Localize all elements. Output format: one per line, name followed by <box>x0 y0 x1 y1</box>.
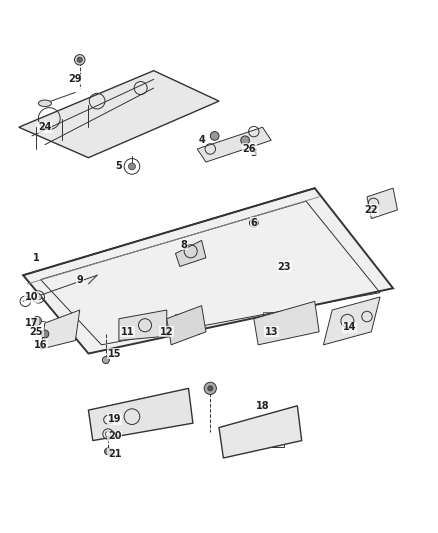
Text: 19: 19 <box>108 414 121 424</box>
Polygon shape <box>367 188 397 219</box>
Text: 11: 11 <box>121 327 134 337</box>
Circle shape <box>210 132 219 140</box>
Text: 17: 17 <box>25 318 39 328</box>
Text: 9: 9 <box>76 274 83 285</box>
Polygon shape <box>219 406 302 458</box>
Text: 20: 20 <box>108 431 121 441</box>
Polygon shape <box>23 188 393 353</box>
Circle shape <box>35 294 42 300</box>
Polygon shape <box>167 305 206 345</box>
Text: 13: 13 <box>265 327 278 337</box>
Circle shape <box>33 317 42 325</box>
Text: 16: 16 <box>34 340 47 350</box>
Text: 4: 4 <box>198 135 205 146</box>
Polygon shape <box>323 297 380 345</box>
Text: 1: 1 <box>33 253 39 263</box>
Circle shape <box>128 163 135 170</box>
Polygon shape <box>41 310 80 349</box>
Text: 6: 6 <box>251 218 257 228</box>
Text: 18: 18 <box>256 401 269 411</box>
Circle shape <box>204 382 216 394</box>
Circle shape <box>41 330 49 338</box>
Polygon shape <box>19 71 219 158</box>
Polygon shape <box>197 127 271 162</box>
Text: 29: 29 <box>69 75 82 84</box>
Text: 22: 22 <box>364 205 378 215</box>
Ellipse shape <box>39 100 51 107</box>
Circle shape <box>241 136 250 144</box>
Circle shape <box>105 448 112 455</box>
Polygon shape <box>254 301 319 345</box>
Circle shape <box>250 219 258 228</box>
Polygon shape <box>119 310 167 341</box>
Text: 15: 15 <box>108 349 121 359</box>
Polygon shape <box>176 240 206 266</box>
Text: 25: 25 <box>29 327 43 337</box>
Text: 8: 8 <box>181 240 187 250</box>
Polygon shape <box>88 389 193 441</box>
Text: 23: 23 <box>278 262 291 271</box>
Text: 21: 21 <box>108 449 121 458</box>
Text: 10: 10 <box>25 292 39 302</box>
Circle shape <box>74 54 85 65</box>
Circle shape <box>208 386 213 391</box>
Circle shape <box>102 357 110 364</box>
Text: 26: 26 <box>243 144 256 154</box>
Circle shape <box>77 57 82 62</box>
Text: 12: 12 <box>160 327 173 337</box>
Text: 24: 24 <box>38 122 52 132</box>
Text: 3: 3 <box>251 148 257 158</box>
Text: 14: 14 <box>343 322 357 333</box>
Text: 5: 5 <box>116 161 122 172</box>
